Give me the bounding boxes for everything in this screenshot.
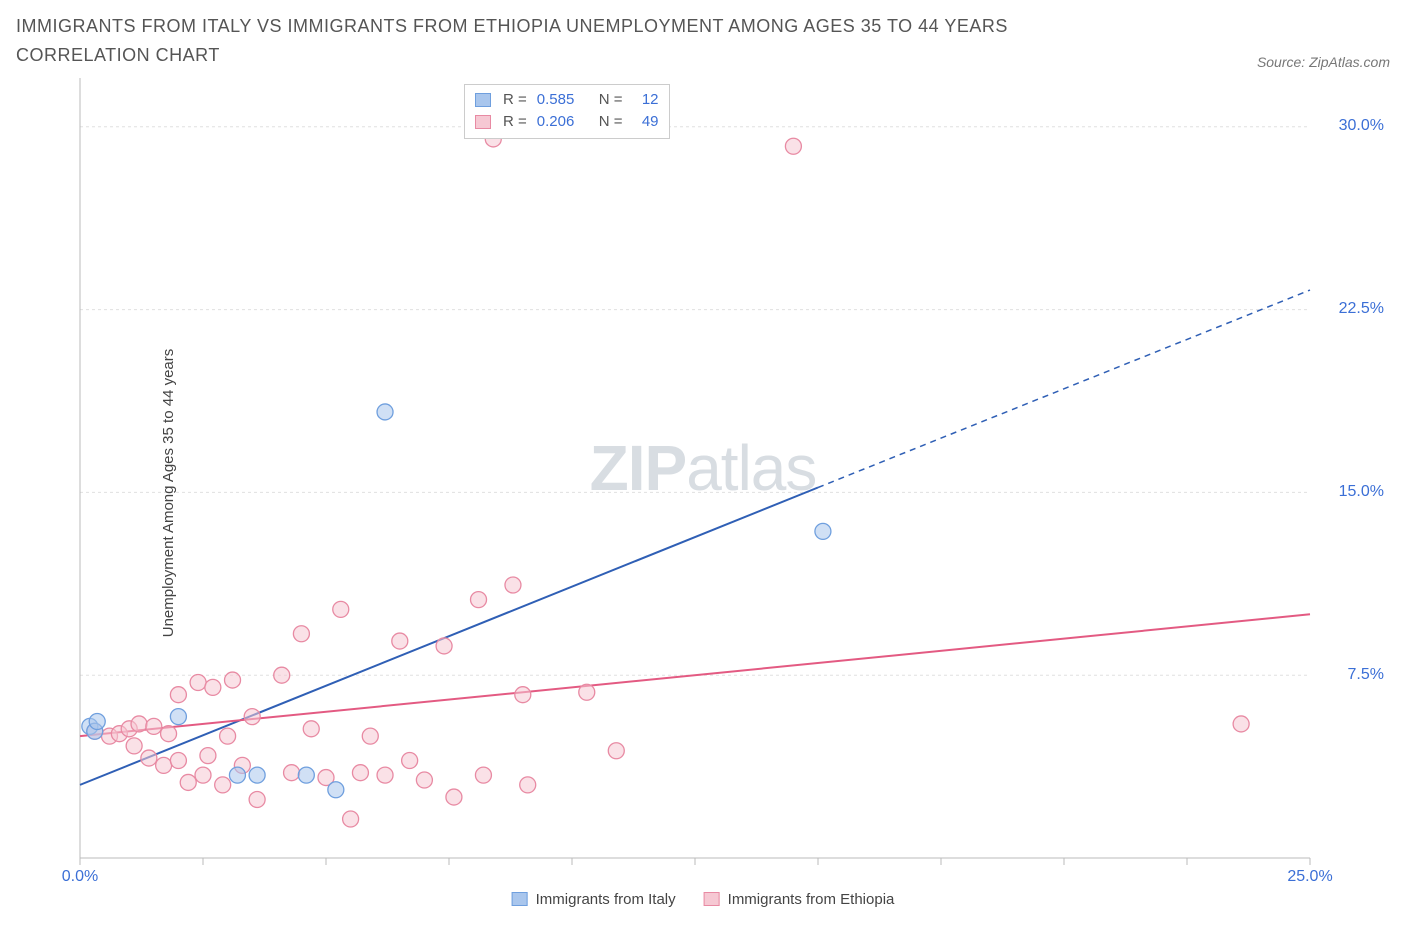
legend-swatch bbox=[512, 892, 528, 906]
y-tick-label: 7.5% bbox=[1348, 666, 1384, 684]
legend-label: Immigrants from Ethiopia bbox=[728, 891, 895, 908]
n-value: 12 bbox=[633, 89, 659, 112]
x-tick-label: 25.0% bbox=[1287, 868, 1332, 886]
r-value: 0.585 bbox=[537, 89, 587, 112]
y-axis-label: Unemployment Among Ages 35 to 44 years bbox=[160, 348, 177, 637]
legend-swatch bbox=[704, 892, 720, 906]
legend-swatch bbox=[475, 93, 491, 107]
scatter-plot-svg bbox=[16, 78, 1390, 878]
r-label: R = bbox=[503, 111, 527, 134]
chart-header: IMMIGRANTS FROM ITALY VS IMMIGRANTS FROM… bbox=[16, 12, 1390, 70]
y-tick-label: 30.0% bbox=[1339, 117, 1384, 135]
correlation-legend-row: R = 0.585 N = 12 bbox=[475, 89, 659, 112]
correlation-legend-row: R = 0.206 N = 49 bbox=[475, 111, 659, 134]
y-tick-label: 15.0% bbox=[1339, 483, 1384, 501]
y-tick-label: 22.5% bbox=[1339, 300, 1384, 318]
r-label: R = bbox=[503, 89, 527, 112]
n-label: N = bbox=[599, 89, 623, 112]
legend-item: Immigrants from Italy bbox=[512, 891, 676, 908]
legend-label: Immigrants from Italy bbox=[536, 891, 676, 908]
n-value: 49 bbox=[633, 111, 659, 134]
legend-item: Immigrants from Ethiopia bbox=[704, 891, 895, 908]
r-value: 0.206 bbox=[537, 111, 587, 134]
chart-source: Source: ZipAtlas.com bbox=[1257, 54, 1390, 70]
x-tick-label: 0.0% bbox=[62, 868, 98, 886]
series-legend: Immigrants from Italy Immigrants from Eth… bbox=[512, 891, 895, 908]
legend-swatch bbox=[475, 115, 491, 129]
chart-area: Unemployment Among Ages 35 to 44 years Z… bbox=[16, 78, 1390, 908]
n-label: N = bbox=[599, 111, 623, 134]
correlation-legend: R = 0.585 N = 12 R = 0.206 N = 49 bbox=[464, 84, 670, 139]
chart-title: IMMIGRANTS FROM ITALY VS IMMIGRANTS FROM… bbox=[16, 12, 1116, 70]
